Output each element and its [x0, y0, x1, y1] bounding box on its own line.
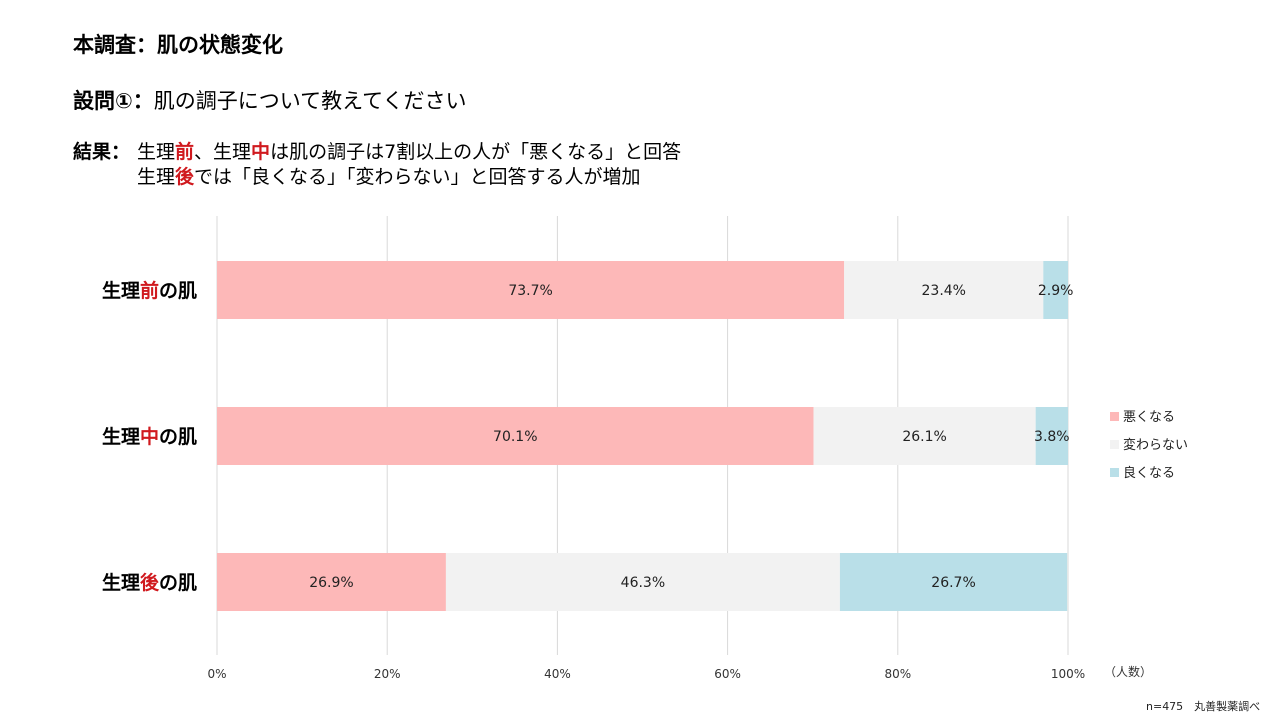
result-line-1: 結果： 生理前、生理中は肌の調子は7割以上の人が「悪くなる」と回答 [73, 140, 681, 165]
bars: 73.7% 23.4% 2.9% 70.1% 26.1% 3.8% 26.9% 46.3% 26… [217, 261, 1073, 611]
data-label: 46.3% [621, 575, 665, 591]
bar-segment [217, 261, 845, 319]
data-label: 23.4% [922, 283, 966, 299]
result-line-2-highlight-after: 後 [175, 166, 195, 188]
result-summary: 結果： 生理前、生理中は肌の調子は7割以上の人が「悪くなる」と回答 生理後では「良… [73, 140, 681, 190]
legend-swatch [1110, 468, 1119, 477]
x-tick-label: 80% [884, 667, 911, 681]
bar-segment [813, 407, 1036, 465]
bar-segment [217, 553, 446, 611]
data-label: 2.9% [1038, 283, 1074, 299]
data-label: 26.1% [902, 429, 946, 445]
legend-swatch [1110, 412, 1119, 421]
x-axis-ticks: 0% 20% 40% 60% 80% 100% （人数） [207, 664, 1152, 681]
result-line-1-part-1: 生理 [137, 141, 176, 163]
data-label: 3.8% [1034, 429, 1070, 445]
category-label: 生理中の肌 [102, 425, 197, 448]
question: 設問①：肌の調子について教えてください [73, 85, 466, 115]
data-label: 26.9% [309, 575, 353, 591]
question-text: 肌の調子について教えてください [153, 89, 467, 113]
data-label: 26.7% [931, 575, 975, 591]
x-axis-unit-label: （人数） [1104, 664, 1152, 679]
x-tick-label: 0% [207, 667, 226, 681]
data-label: 70.1% [493, 429, 537, 445]
result-line-1-highlight-during: 中 [251, 141, 271, 163]
bar-segment [1035, 407, 1068, 465]
legend-swatch [1110, 440, 1119, 449]
category-label: 生理前の肌 [102, 279, 197, 302]
category-label: 生理後の肌 [102, 571, 197, 594]
bar-segment [844, 261, 1044, 319]
page-title: 本調査：肌の状態変化 [73, 33, 283, 57]
legend-label: 良くなる [1123, 465, 1175, 481]
x-tick-label: 40% [544, 667, 571, 681]
result-line-1-highlight-before: 前 [175, 141, 195, 163]
bar-segment [217, 407, 814, 465]
legend-label: 悪くなる [1123, 410, 1175, 425]
x-tick-label: 20% [374, 667, 401, 681]
result-line-1-part-5: は肌の調子は7割以上の人が「悪くなる」と回答 [270, 141, 682, 163]
x-tick-label: 60% [714, 667, 741, 681]
bar-segment [839, 553, 1068, 611]
result-label: 結果： [73, 141, 131, 163]
question-label: 設問①： [73, 89, 154, 113]
x-tick-label: 100% [1051, 667, 1085, 681]
result-line-2-part-1: 生理 [137, 166, 176, 188]
bar-segment [1043, 261, 1068, 319]
footnote: n=475 丸善製薬調べ [1146, 700, 1261, 713]
result-line-2: 生理後では「良くなる」「変わらない」と回答する人が増加 [73, 165, 681, 190]
data-label: 73.7% [508, 283, 552, 299]
bar-segment [445, 553, 840, 611]
result-line-2-part-3: では「良くなる」「変わらない」と回答する人が増加 [194, 166, 641, 188]
legend-label: 変わらない [1123, 437, 1188, 453]
result-line-1-part-3: 、生理 [194, 141, 252, 163]
